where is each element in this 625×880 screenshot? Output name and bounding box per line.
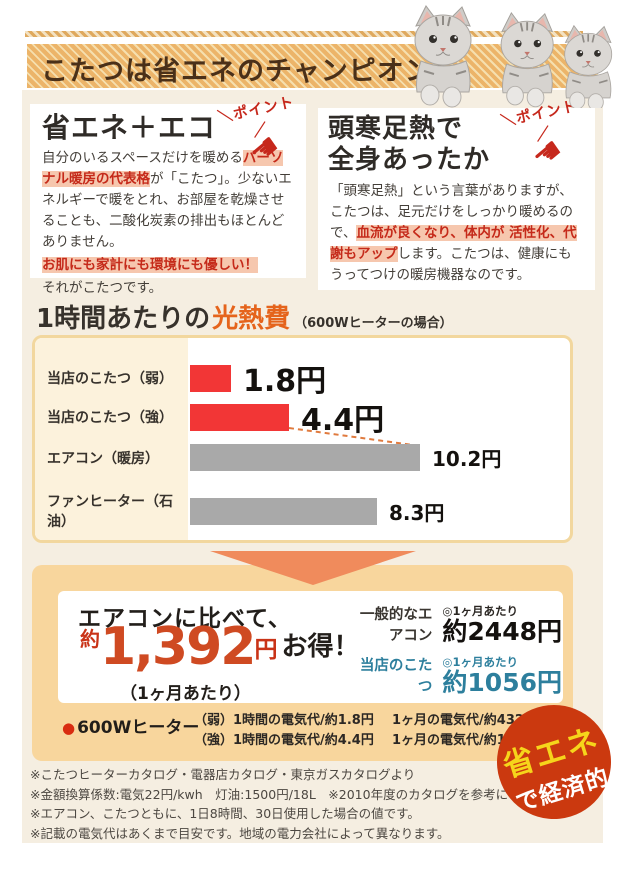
bar-value-label: 8.3円 [389, 500, 445, 525]
warmth-title-line2: 全身あったか [328, 145, 491, 175]
yen-label: 円 [254, 637, 278, 663]
heater-label: 600Wヒーター [77, 718, 200, 738]
warmth-box: 頭寒足熱で 全身あったか ＼ポイント／ ☚ 「頭寒足熱」という言葉がありますが、こ… [318, 99, 595, 290]
chart-row-label: ファンヒーター（石油） [47, 494, 173, 530]
savings-box: エアコンに比べて、 約1,392円 お得！ （1ヶ月あたり） 一般的なエアコン ◎… [32, 565, 573, 761]
chart-row: 当店のこたつ（強） 4.4円 [35, 395, 570, 439]
chart-title-emphasis: 光熱費 [212, 304, 291, 334]
bar-kotatsu-high [190, 403, 289, 431]
top-ribbon [25, 31, 583, 37]
chart-row-label: 当店のこたつ（弱） [47, 371, 173, 387]
down-arrow [210, 551, 416, 585]
detail-right: 1ヶ月の電気代/約432円 [392, 713, 537, 728]
detail-left: （強）1時間の電気代/約4.4円 [194, 733, 374, 748]
chart-title-text: 1時間あたりの [36, 304, 211, 334]
bar-value-label: 4.4円 [301, 403, 385, 438]
heater-spec-line: ● 600Wヒーター [62, 713, 199, 738]
bar-kotatsu-low [190, 364, 231, 392]
bar-value-label: 1.8円 [243, 364, 327, 399]
bar-fan-heater [190, 497, 377, 525]
eco-box: 省エネ＋エコ ＼ポイント／ ☚ 自分のいるスペースだけを暖めるパーソナル暖房の代… [30, 95, 306, 296]
chart-row: エアコン（暖房） 10.2円 [35, 443, 570, 472]
kitten-3 [563, 24, 613, 108]
chart-label-column [35, 338, 188, 540]
comparison-label: 一般的なエアコン [359, 607, 433, 645]
chart-row: 当店のこたつ（弱） 1.8円 [35, 356, 570, 400]
eco-text-3: それがこたつです。 [42, 280, 163, 296]
warmth-title-line1: 頭寒足熱で [328, 114, 464, 144]
kittens-image [414, 5, 613, 108]
comparison-price: ◎1ヶ月あたり 約2448円 [442, 603, 562, 645]
warmth-box-text: 「頭寒足熱」という言葉がありますが、こたつは、足元だけをしっかり暖めるので、血流… [330, 181, 583, 286]
bar-aircon [190, 444, 420, 471]
approx-label: 約 [80, 627, 100, 651]
eco-box-title: 省エネ＋エコ [42, 111, 217, 144]
per-month-label: ◎1ヶ月あたり [442, 655, 518, 670]
price-value: 約1056円 [442, 668, 562, 698]
eco-highlight-line: お肌にも家計にも環境にも優しい！ [42, 255, 294, 276]
comparison-rows: 一般的なエアコン ◎1ヶ月あたり 約2448円 当店のこたつ ◎1ヶ月あたり 約… [350, 603, 562, 706]
comparison-row-kotatsu: 当店のこたつ ◎1ヶ月あたり 約1056円 [350, 654, 562, 696]
savings-amount-line: 約1,392円 お得！ [80, 621, 360, 673]
comparison-row-aircon: 一般的なエアコン ◎1ヶ月あたり 約2448円 [350, 603, 562, 645]
comparison-price: ◎1ヶ月あたり 約1056円 [442, 654, 562, 696]
chart-row-label: 当店のこたつ（強） [47, 410, 173, 426]
kitten-2 [500, 11, 555, 108]
eco-closing-line: それがこたつです。 [42, 278, 294, 299]
eco-text-1: 自分のいるスペースだけを暖める [42, 150, 243, 166]
savings-panel: エアコンに比べて、 約1,392円 お得！ （1ヶ月あたり） 一般的なエアコン ◎… [58, 591, 563, 706]
bar-value-label: 10.2円 [432, 447, 502, 471]
warmth-text-1: 「頭寒足熱」という言葉がありますが、こたつは、足元だけをしっかり暖めるので、 [330, 183, 573, 241]
eco-box-text: 自分のいるスペースだけを暖めるパーソナル暖房の代表格が「こたつ」。少ないエネルギ… [42, 148, 294, 253]
chart-title-note: （600Wヒーターの場合） [294, 316, 453, 331]
heater-detail-lines: （弱）1時間の電気代/約1.8円 1ヶ月の電気代/約432円 （強）1時間の電気… [194, 711, 546, 751]
otoku-label: お得！ [281, 632, 360, 662]
chart-section-title: 1時間あたりの光熱費 （600Wヒーターの場合） [36, 298, 453, 335]
per-month-note: （1ヶ月あたり） [120, 684, 251, 704]
chart-row-label: エアコン（暖房） [47, 450, 159, 467]
savings-amount: 1,392 [100, 617, 256, 677]
footnote: ※こたつヒーターカタログ・電器店カタログ・東京ガスカタログより [30, 767, 416, 782]
chart-row: ファンヒーター（石油） 8.3円 [35, 491, 570, 531]
eco-highlight-2: お肌にも家計にも環境にも優しい！ [42, 257, 258, 273]
footnotes: ※こたつヒーターカタログ・電器店カタログ・東京ガスカタログより ※金額換算係数:… [30, 765, 586, 843]
eco-text-2: が「こたつ」。少ないエネルギーで暖をとれ、お部屋を乾燥させることも、二酸化炭素の… [42, 171, 292, 250]
detail-left: （弱）1時間の電気代/約1.8円 [194, 713, 374, 728]
warmth-text-2: します。こたつは、健康にもうってつけの暖房機器なのです。 [330, 246, 572, 283]
bullet-icon: ● [62, 719, 76, 737]
page-title: こたつは省エネのチャンピオン！ [41, 56, 461, 87]
footnote: ※記載の電気代はあくまで目安です。地域の電力会社によって異なります。 [30, 825, 450, 841]
per-month-label: ◎1ヶ月あたり [442, 604, 518, 618]
comparison-label: 当店のこたつ [359, 658, 433, 696]
savings-lead: エアコンに比べて、 [78, 606, 292, 632]
detail-row-low: （弱）1時間の電気代/約1.8円 1ヶ月の電気代/約432円 [194, 711, 546, 731]
kitten-1 [414, 5, 472, 108]
price-value: 約2448円 [442, 617, 562, 646]
footnote: ※エアコン、こたつともに、1日8時間、30日使用した場合の値です。 [30, 806, 420, 821]
warmth-box-title: 頭寒足熱で 全身あったか [328, 114, 595, 176]
footnote: ※金額換算係数:電気22円/kwh 灯油:1500円/18L ※2010年度のカ… [30, 786, 582, 802]
cost-bar-chart: 当店のこたつ（弱） 1.8円 当店のこたつ（強） 4.4円 エアコン（暖房） 1… [32, 335, 573, 543]
